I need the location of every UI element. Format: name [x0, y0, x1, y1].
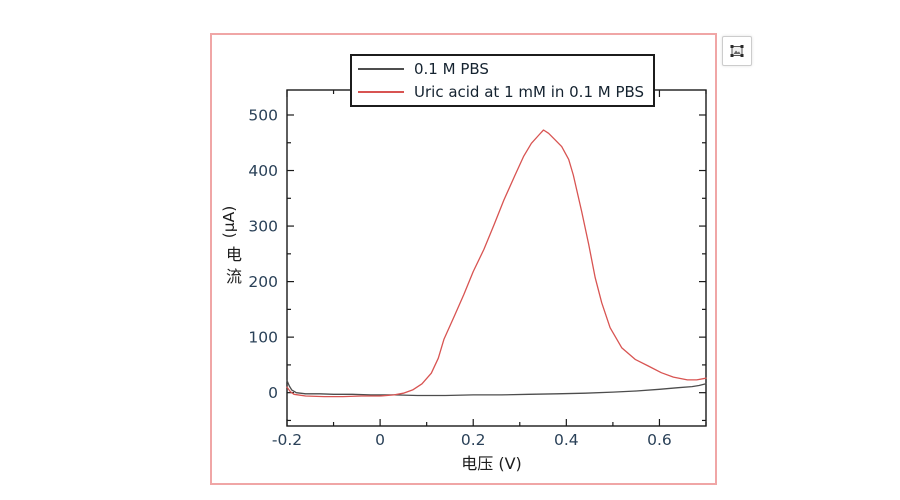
legend[interactable]: 0.1 M PBS Uric acid at 1 mM in 0.1 M PBS [350, 54, 655, 107]
plot-area: -0.2 0 0.2 0.4 0.6 0 100 200 300 400 500 电压 (V) (μA)… [220, 89, 707, 473]
legend-line-sample-red [358, 90, 404, 93]
x-tick-label: 0.2 [461, 431, 486, 449]
x-tick-label: -0.2 [272, 431, 302, 449]
y-axis-label-char: 流 [226, 267, 242, 286]
axis-frame [286, 89, 707, 427]
legend-entry-uric-acid: Uric acid at 1 mM in 0.1 M PBS [358, 81, 647, 103]
x-axis-label: 电压 (V) [461, 454, 522, 473]
y-tick-label: 400 [248, 162, 278, 180]
y-axis-label-char: 电 [226, 245, 242, 264]
y-tick-label: 500 [248, 106, 278, 124]
legend-label: Uric acid at 1 mM in 0.1 M PBS [414, 82, 645, 101]
y-tick-label: 100 [248, 329, 278, 347]
y-tick-label: 200 [248, 273, 278, 291]
legend-entry-pbs: 0.1 M PBS [358, 58, 647, 80]
legend-line-sample-black [358, 68, 404, 71]
image-select-button[interactable] [722, 36, 752, 66]
x-tick-label: 0.6 [647, 431, 672, 449]
series-line-uric-acid [286, 129, 707, 398]
graph-window: -0.2 0 0.2 0.4 0.6 0 100 200 300 400 500 电压 (V) (μA)… [210, 33, 717, 485]
y-tick-label: 0 [268, 384, 278, 402]
y-tick-label: 300 [248, 218, 278, 236]
legend-label: 0.1 M PBS [414, 60, 489, 79]
y-axis-label-unit: (μA) [220, 206, 238, 239]
x-tick-label: 0 [375, 431, 385, 449]
image-select-icon [730, 45, 744, 57]
series-line-pbs [286, 379, 707, 397]
x-tick-label: 0.4 [554, 431, 579, 449]
